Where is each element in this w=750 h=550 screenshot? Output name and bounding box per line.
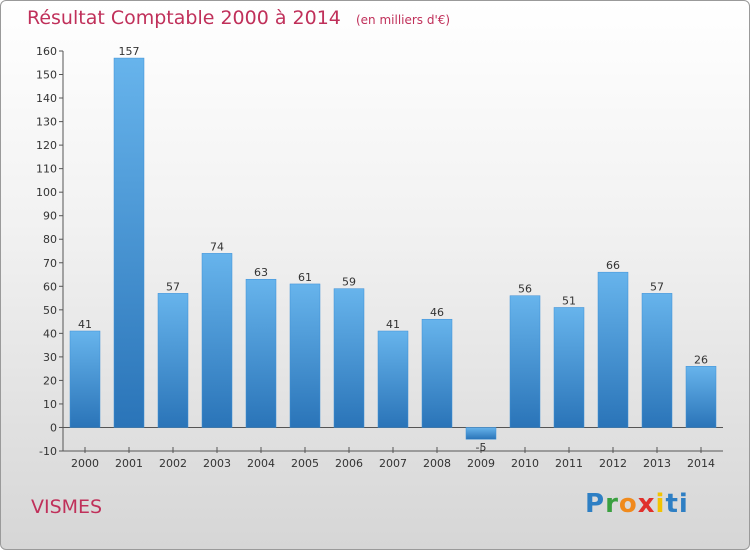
y-tick-label: 160	[36, 45, 57, 58]
title-line: Résultat Comptable 2000 à 2014 (en milli…	[27, 7, 450, 29]
bar-value-label: 59	[342, 276, 356, 289]
y-tick-label: 70	[43, 257, 57, 270]
y-tick-label: 150	[36, 69, 57, 82]
bar-value-label: 51	[562, 294, 576, 307]
bar	[377, 330, 409, 428]
bar-value-label: -5	[476, 441, 487, 454]
bar	[597, 271, 629, 428]
logo-letter: P	[585, 489, 606, 519]
x-tick-label: 2003	[203, 457, 231, 470]
y-tick-label: 120	[36, 139, 57, 152]
bar	[685, 366, 717, 428]
bar-value-label: 41	[78, 318, 92, 331]
bar-value-label: 41	[386, 318, 400, 331]
bar-value-label: 26	[694, 353, 708, 366]
x-tick-label: 2005	[291, 457, 319, 470]
y-tick-label: 90	[43, 210, 57, 223]
y-tick-label: 130	[36, 116, 57, 129]
bars: 41 157 57 74 63 61 59 41 46 -5 56 51 66 57 26	[69, 45, 717, 454]
bar-value-label: 63	[254, 266, 268, 279]
x-tick-label: 2008	[423, 457, 451, 470]
x-tick-label: 2010	[511, 457, 539, 470]
bar	[509, 295, 541, 428]
bar-value-label: 57	[166, 280, 180, 293]
bar-value-label: 61	[298, 271, 312, 284]
bar-value-label: 157	[119, 45, 140, 58]
bar-value-label: 46	[430, 306, 444, 319]
bar	[289, 283, 321, 428]
x-tick-label: 2011	[555, 457, 583, 470]
logo-letter: o	[618, 489, 638, 519]
bar	[69, 330, 101, 428]
y-tick-label: 60	[43, 280, 57, 293]
y-tick-label: 80	[43, 233, 57, 246]
y-tick-label: -10	[39, 445, 57, 458]
bar	[641, 293, 673, 428]
y-tick-label: 50	[43, 304, 57, 317]
x-tick-label: 2000	[71, 457, 99, 470]
x-tick-label: 2012	[599, 457, 627, 470]
y-tick-label: 10	[43, 398, 57, 411]
y-tick-label: 40	[43, 327, 57, 340]
bar-value-label: 74	[210, 240, 224, 253]
y-tick-label: 110	[36, 163, 57, 176]
x-tick-label: 2006	[335, 457, 363, 470]
bar	[113, 57, 145, 428]
proxiti-logo: Proxiti	[585, 489, 689, 519]
x-tick-label: 2007	[379, 457, 407, 470]
logo-letter: ti	[665, 489, 689, 519]
bar-value-label: 56	[518, 283, 532, 296]
x-tick-label: 2004	[247, 457, 275, 470]
bar	[465, 427, 497, 440]
y-tick-label: 20	[43, 374, 57, 387]
x-tick-label: 2001	[115, 457, 143, 470]
bar	[333, 288, 365, 428]
x-tick-label: 2014	[687, 457, 715, 470]
town-name: VISMES	[31, 496, 103, 518]
logo-letter: i	[655, 489, 666, 519]
bar	[553, 307, 585, 428]
bar	[201, 253, 233, 428]
bar	[157, 293, 189, 428]
y-tick-label: 100	[36, 186, 57, 199]
bar	[245, 278, 277, 428]
logo-letter: r	[605, 489, 619, 519]
y-tick-label: 140	[36, 92, 57, 105]
unit-note: (en milliers d'€)	[355, 13, 451, 27]
x-tick-label: 2002	[159, 457, 187, 470]
chart-title: Résultat Comptable 2000 à 2014	[27, 7, 341, 29]
x-tick-label: 2013	[643, 457, 671, 470]
bar	[421, 318, 453, 428]
bar-value-label: 57	[650, 280, 664, 293]
x-tick-label: 2009	[467, 457, 495, 470]
y-tick-label: 0	[50, 421, 57, 434]
bar-value-label: 66	[606, 259, 620, 272]
logo-letter: x	[637, 489, 656, 519]
y-tick-label: 30	[43, 351, 57, 364]
